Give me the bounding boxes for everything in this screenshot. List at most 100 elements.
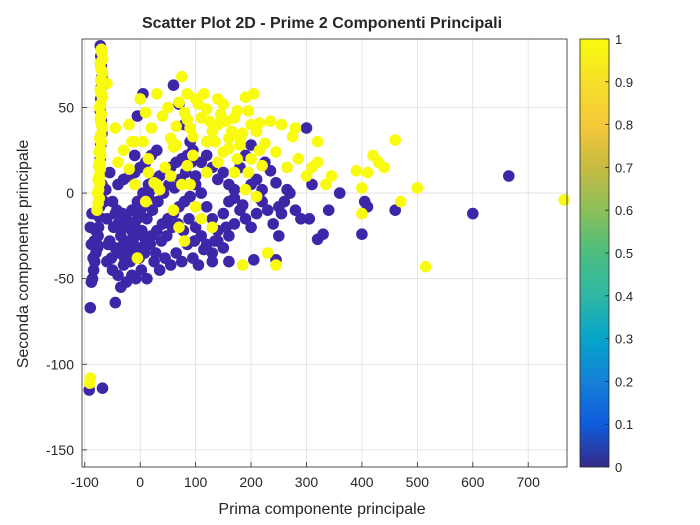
data-point	[183, 213, 195, 225]
y-axis-label: Seconda componente principale	[15, 140, 32, 369]
data-point	[317, 228, 329, 240]
data-point	[128, 149, 141, 162]
data-point	[236, 199, 249, 211]
data-point	[250, 173, 263, 186]
data-point	[264, 115, 277, 127]
data-point	[311, 135, 324, 148]
data-point	[220, 221, 232, 234]
data-point	[394, 195, 407, 208]
data-point	[164, 170, 177, 182]
data-point	[85, 276, 98, 288]
x-tick-label: 700	[517, 474, 541, 490]
data-point	[389, 134, 402, 146]
x-tick-label: 100	[184, 474, 208, 490]
data-point	[176, 178, 188, 191]
colorbar: 0 0.1 0.2 0.3 0.4 0.5 0.6 0.7 0.8 0.9 1	[579, 32, 633, 475]
data-point	[239, 213, 252, 225]
colorbar-tick-label: 0.6	[615, 203, 633, 218]
data-point	[109, 296, 122, 309]
data-point	[187, 252, 199, 264]
data-point	[558, 194, 570, 206]
data-point	[325, 170, 338, 182]
data-point	[101, 213, 113, 225]
data-point	[106, 195, 119, 208]
data-point	[149, 247, 162, 259]
data-point	[87, 264, 100, 276]
data-point	[159, 161, 171, 174]
data-point	[250, 190, 263, 203]
data-point	[142, 153, 155, 165]
data-point	[184, 178, 196, 191]
colorbar-tick-label: 0.5	[615, 246, 633, 261]
data-point	[206, 213, 219, 225]
data-point	[187, 130, 199, 143]
y-tick-label: -50	[54, 271, 74, 287]
data-point	[167, 79, 180, 91]
data-point	[200, 103, 213, 115]
data-point	[206, 255, 219, 268]
data-point	[122, 221, 134, 234]
data-point	[378, 161, 390, 174]
data-point	[130, 272, 142, 285]
data-point	[231, 105, 243, 117]
y-tick-label: 0	[66, 185, 74, 201]
data-point	[223, 255, 235, 268]
data-point	[361, 166, 374, 179]
data-point	[184, 190, 196, 203]
data-point	[322, 204, 335, 216]
data-point	[198, 88, 210, 100]
data-point	[170, 247, 182, 259]
data-point	[151, 144, 163, 157]
data-point	[134, 93, 146, 105]
data-point	[148, 255, 160, 268]
data-point	[231, 153, 243, 165]
axes-box	[81, 38, 568, 468]
data-point	[467, 207, 479, 220]
data-point	[200, 149, 213, 162]
chart-title: Scatter Plot 2D - Prime 2 Componenti Pri…	[142, 15, 502, 32]
data-point	[217, 242, 230, 254]
data-point	[281, 183, 293, 196]
data-point	[176, 70, 188, 83]
data-point	[142, 166, 155, 179]
data-point	[170, 120, 182, 133]
x-tick-label: 500	[406, 474, 430, 490]
data-point	[253, 117, 266, 129]
data-point	[200, 166, 213, 179]
data-point	[292, 153, 305, 165]
data-point	[112, 269, 124, 282]
data-point	[303, 213, 316, 225]
data-point	[173, 221, 185, 234]
data-point	[245, 153, 257, 165]
data-point	[153, 264, 166, 276]
data-point	[261, 247, 274, 259]
data-point	[306, 178, 318, 191]
data-point	[120, 276, 133, 288]
data-point	[181, 88, 194, 100]
data-point	[87, 252, 99, 264]
data-point	[170, 139, 182, 151]
data-point	[151, 178, 163, 191]
data-point	[209, 235, 221, 247]
colorbar-tick-label: 0.4	[615, 289, 633, 304]
data-point	[278, 195, 291, 208]
data-point	[139, 195, 152, 208]
data-point	[389, 204, 402, 216]
colorbar-tick-label: 1	[615, 32, 622, 47]
data-point	[242, 166, 255, 179]
data-point	[200, 135, 213, 148]
data-point	[141, 213, 153, 225]
y-tick-label: -150	[46, 442, 74, 458]
data-point	[137, 135, 149, 148]
data-point	[126, 204, 138, 216]
data-point	[112, 156, 124, 169]
data-point	[217, 207, 230, 220]
data-point	[311, 156, 324, 169]
colorbar-tick-label: 0.3	[615, 332, 633, 347]
data-point	[84, 302, 97, 314]
data-point	[128, 178, 141, 191]
data-point	[289, 204, 302, 216]
data-point	[189, 221, 202, 234]
x-tick-label: 200	[239, 474, 263, 490]
